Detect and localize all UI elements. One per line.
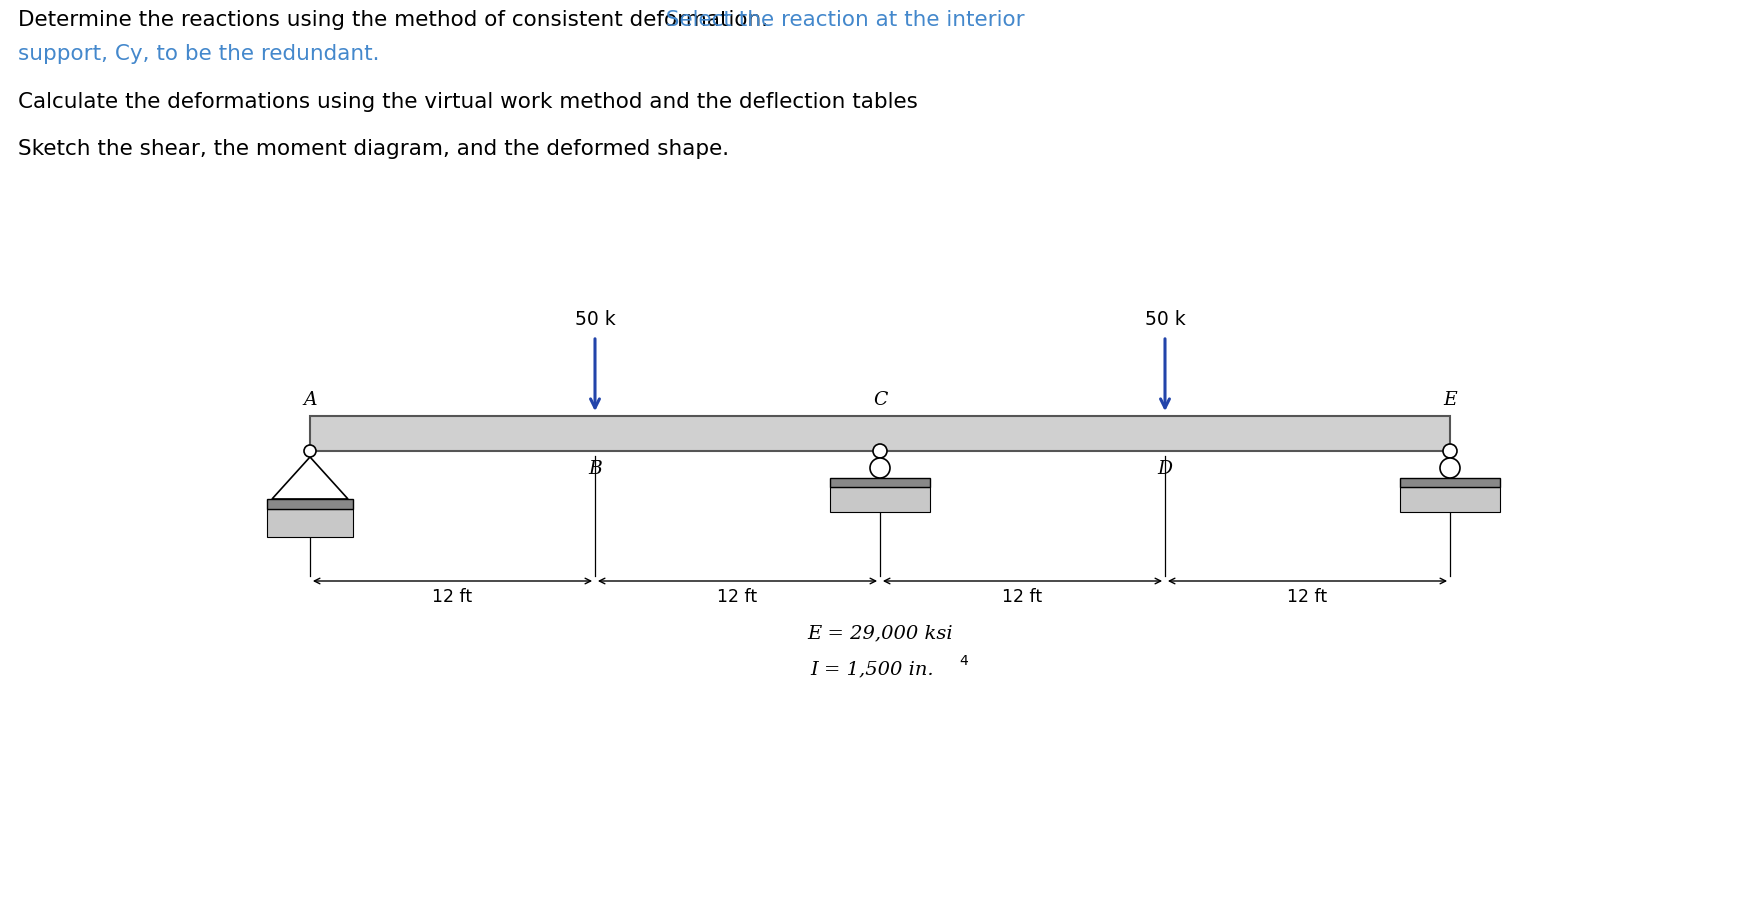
Text: I = 1,500 in.: I = 1,500 in. bbox=[810, 660, 934, 677]
Text: Select the reaction at the interior: Select the reaction at the interior bbox=[658, 10, 1024, 30]
Text: 50 k: 50 k bbox=[1144, 310, 1185, 329]
Text: 12 ft: 12 ft bbox=[718, 588, 758, 605]
Text: E = 29,000 ksi: E = 29,000 ksi bbox=[807, 623, 953, 641]
Text: support, Cy, to be the redundant.: support, Cy, to be the redundant. bbox=[17, 44, 380, 64]
Bar bbox=[267, 499, 354, 509]
Text: Sketch the shear, the moment diagram, and the deformed shape.: Sketch the shear, the moment diagram, an… bbox=[17, 138, 730, 159]
Bar bbox=[829, 478, 930, 487]
Circle shape bbox=[869, 458, 890, 478]
Text: 12 ft: 12 ft bbox=[432, 588, 472, 605]
Polygon shape bbox=[272, 457, 348, 499]
Text: C: C bbox=[873, 391, 887, 408]
Text: 50 k: 50 k bbox=[575, 310, 615, 329]
Bar bbox=[267, 509, 354, 537]
Text: 4: 4 bbox=[960, 653, 969, 667]
Text: 12 ft: 12 ft bbox=[1002, 588, 1042, 605]
Bar bbox=[829, 487, 930, 512]
Circle shape bbox=[1441, 458, 1460, 478]
Text: Calculate the deformations using the virtual work method and the deflection tabl: Calculate the deformations using the vir… bbox=[17, 92, 918, 112]
Text: E: E bbox=[1442, 391, 1456, 408]
Circle shape bbox=[305, 445, 315, 457]
Bar bbox=[1401, 478, 1500, 487]
Text: A: A bbox=[303, 391, 317, 408]
Text: Determine the reactions using the method of consistent deformation.: Determine the reactions using the method… bbox=[17, 10, 768, 30]
Circle shape bbox=[1442, 445, 1456, 458]
Text: B: B bbox=[589, 459, 603, 477]
Bar bbox=[1401, 487, 1500, 512]
Text: 12 ft: 12 ft bbox=[1287, 588, 1327, 605]
Bar bbox=[310, 416, 1449, 452]
Circle shape bbox=[873, 445, 887, 458]
Text: D: D bbox=[1157, 459, 1172, 477]
